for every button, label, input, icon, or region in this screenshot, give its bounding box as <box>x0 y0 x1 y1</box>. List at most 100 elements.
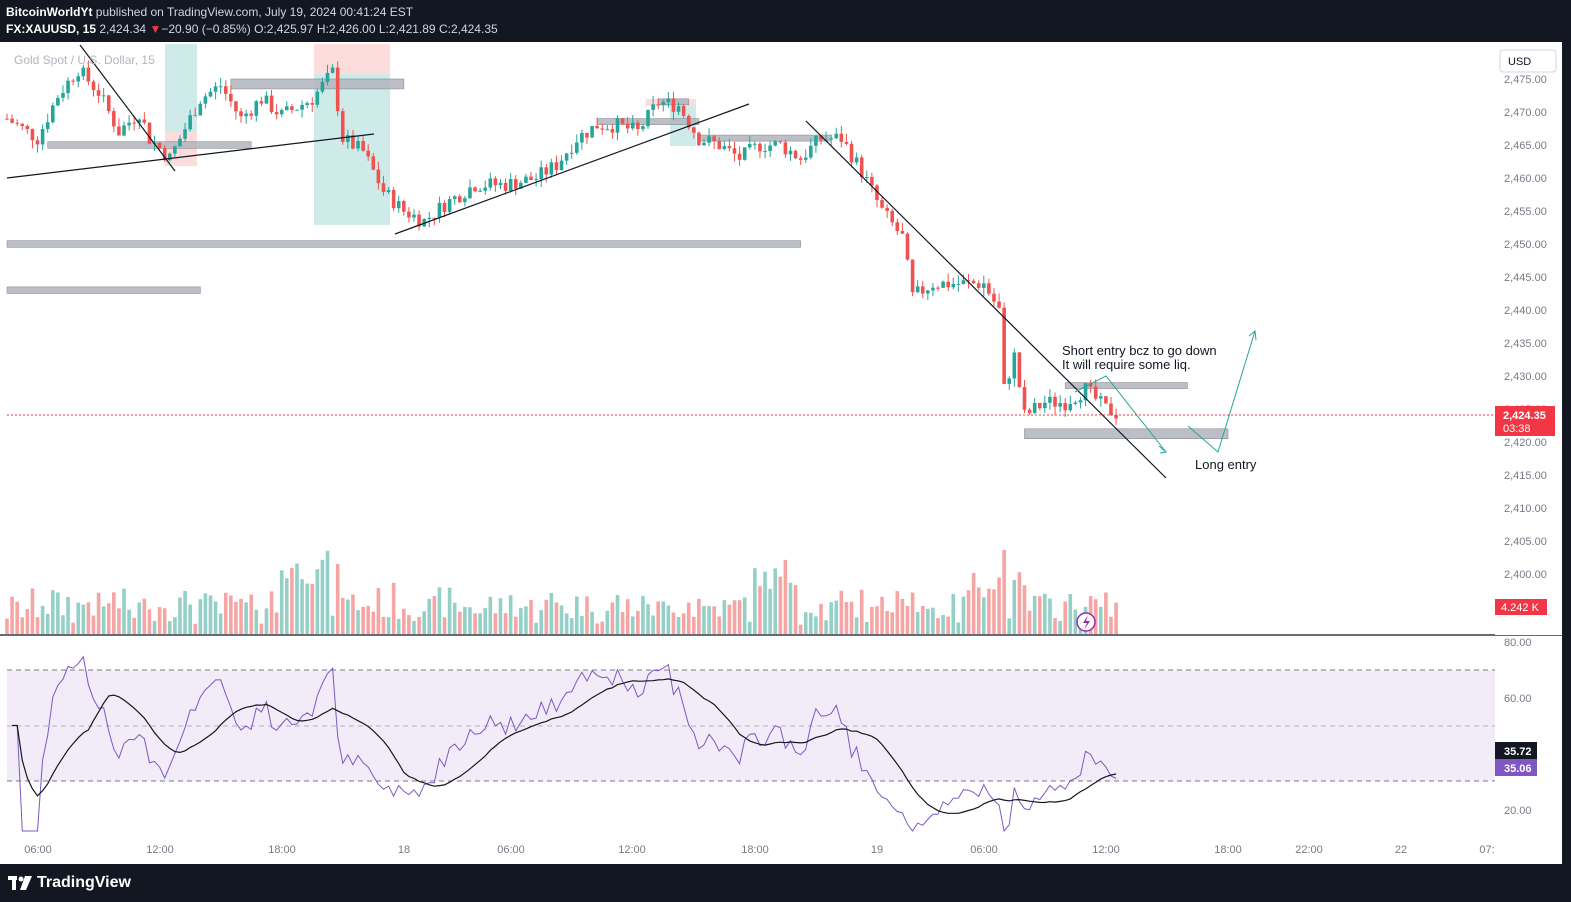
volume-bar <box>915 612 920 634</box>
volume-bar <box>773 568 778 634</box>
candle-body <box>463 198 467 203</box>
sr-zone[interactable] <box>230 78 405 90</box>
volume-bar <box>305 583 309 634</box>
trendline-2[interactable] <box>6 133 375 179</box>
candle-body <box>396 201 401 209</box>
volume-bar <box>803 612 808 634</box>
candle-body <box>91 81 96 91</box>
trendline-4[interactable] <box>805 120 1167 479</box>
candle-body <box>208 91 213 97</box>
position-profit-zone-2[interactable] <box>314 74 390 225</box>
volume-bar <box>864 621 869 634</box>
volume-bar <box>737 600 742 634</box>
rsi-line[interactable] <box>12 655 1117 833</box>
candle-body <box>656 104 660 106</box>
volume-bar <box>264 608 269 634</box>
volume-tag <box>1495 599 1547 615</box>
position-profit-zone-1[interactable] <box>165 44 197 132</box>
rsi-value-tag <box>1495 759 1537 776</box>
volume-bar <box>824 620 828 634</box>
position-stop-zone-2[interactable] <box>314 44 390 74</box>
candle-body <box>76 76 81 82</box>
volume-bar <box>595 623 599 634</box>
volume-bar <box>809 612 813 634</box>
candle-body <box>620 118 625 124</box>
sr-zone[interactable] <box>6 286 201 294</box>
candle-body <box>137 119 142 123</box>
rsi-tick-60: 60.00 <box>1504 693 1532 705</box>
currency-label[interactable]: USD <box>1508 56 1531 68</box>
volume-bar <box>1093 599 1098 634</box>
last-price: 2,424.34 <box>99 22 147 36</box>
candle-body <box>641 126 645 130</box>
volume-bar <box>173 617 177 634</box>
rsi-tick-80: 80.00 <box>1504 637 1532 649</box>
current-price-tag <box>1495 406 1555 436</box>
projection-path-short[interactable] <box>1074 375 1167 453</box>
volume-bar <box>1114 602 1118 634</box>
candle-body <box>56 97 60 106</box>
candle-body <box>956 283 961 285</box>
volume-bar <box>437 587 442 634</box>
candle-body <box>254 101 259 116</box>
tradingview-logo[interactable]: TradingView <box>8 874 131 892</box>
volume-bar <box>351 594 355 634</box>
position-stop-zone-1[interactable] <box>165 132 197 166</box>
candle-body <box>30 129 35 141</box>
volume-bar <box>1099 606 1103 634</box>
price-axis[interactable] <box>1495 42 1562 635</box>
candle-body <box>636 122 640 130</box>
annotation-short-line-2[interactable]: It will require some liq. <box>1062 357 1191 372</box>
rsi-ma-line[interactable] <box>12 678 1117 814</box>
change-value: −20.90 (−0.85%) <box>161 22 251 36</box>
volume-bar <box>147 609 152 634</box>
candle-body <box>106 95 111 112</box>
candle-body <box>936 287 940 289</box>
close-value: 2,424.35 <box>450 22 498 36</box>
candle-body <box>427 217 432 220</box>
price-tick: 2,400.00 <box>1504 569 1547 581</box>
projection-path-long[interactable] <box>1187 330 1256 453</box>
chart-canvas[interactable]: Gold Spot / U.S. Dollar, 15 Short entry … <box>0 42 1562 864</box>
volume-bar <box>386 617 391 634</box>
candle-body <box>875 185 879 201</box>
currency-button[interactable] <box>1499 49 1557 73</box>
candle-body <box>188 115 192 130</box>
candle-body <box>132 122 136 124</box>
candle-body <box>330 67 335 73</box>
candle-body <box>676 105 681 112</box>
candle-body <box>371 156 376 170</box>
sr-zone[interactable] <box>1064 382 1188 389</box>
trendline-3[interactable] <box>394 103 750 235</box>
low-label: L: <box>378 22 389 36</box>
footer-bar: TradingView <box>0 864 1571 902</box>
volume-bar <box>778 576 783 634</box>
sr-zone[interactable] <box>6 240 801 248</box>
trendline-1[interactable] <box>79 44 176 172</box>
sr-zone[interactable] <box>698 134 832 142</box>
volume-bar <box>452 602 457 634</box>
volume-bar <box>1063 601 1067 634</box>
publisher-name[interactable]: BitcoinWorldYt <box>6 5 93 19</box>
candle-body <box>605 129 610 131</box>
volume-bar <box>142 598 147 634</box>
candle-body <box>671 98 676 112</box>
annotation-short-line-1[interactable]: Short entry bcz to go down <box>1062 343 1217 358</box>
candle-body <box>839 133 844 142</box>
candle-body <box>625 123 630 129</box>
volume-bar <box>926 608 930 634</box>
candle-body <box>279 110 284 115</box>
time-tick: 22 <box>1395 844 1407 856</box>
candle-body <box>457 196 462 203</box>
candle-body <box>1078 400 1083 403</box>
volume-bar <box>524 606 528 634</box>
annotation-long[interactable]: Long entry <box>1195 457 1257 472</box>
volume-bar <box>61 615 65 634</box>
chart-panel[interactable]: Gold Spot / U.S. Dollar, 15 Short entry … <box>0 42 1562 864</box>
ohlc-line: FX:XAUUSD, 15 2,424.34 ▼−20.90 (−0.85%) … <box>6 22 498 36</box>
volume-bar <box>96 592 101 634</box>
volume-bar <box>559 605 564 634</box>
volume-bar <box>992 589 996 634</box>
time-tick: 18:00 <box>1214 844 1242 856</box>
volume-bar <box>106 603 111 634</box>
